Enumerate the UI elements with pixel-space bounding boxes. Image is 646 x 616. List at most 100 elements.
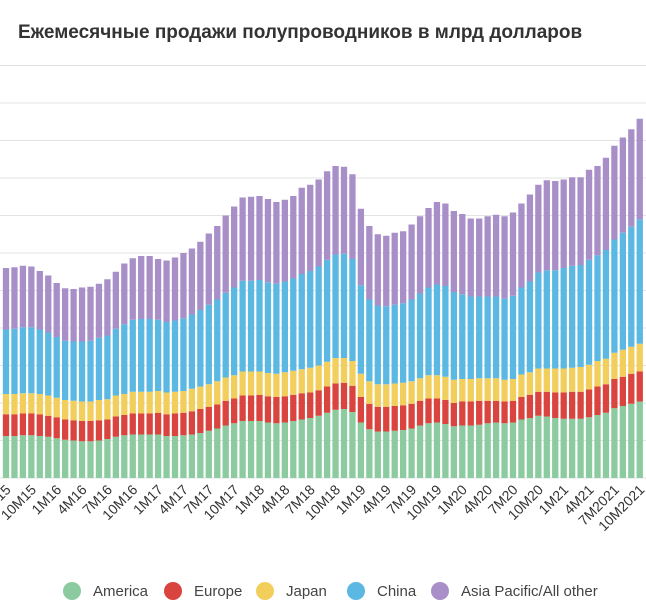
bar-segment bbox=[433, 202, 441, 285]
bar-segment bbox=[400, 430, 407, 478]
bar-segment bbox=[247, 421, 255, 478]
bar-segment bbox=[543, 391, 550, 417]
bar-segment bbox=[36, 414, 43, 436]
bar-segment bbox=[239, 280, 246, 372]
bar-segment bbox=[476, 296, 483, 379]
bar-segment bbox=[62, 419, 69, 440]
bar-segment bbox=[594, 415, 601, 478]
bar-segment bbox=[62, 439, 69, 478]
bar-segment bbox=[70, 440, 77, 478]
bar-segment bbox=[95, 283, 103, 338]
bar-segment bbox=[298, 274, 305, 370]
bar-segment bbox=[585, 364, 593, 390]
bar-segment bbox=[577, 391, 584, 419]
bar-segment bbox=[87, 340, 94, 402]
bar-segment bbox=[602, 157, 610, 250]
bar-segment bbox=[526, 194, 534, 282]
bar-segment bbox=[112, 436, 119, 478]
bar-segment bbox=[611, 408, 618, 478]
bar-segment bbox=[53, 417, 60, 439]
bar-segment bbox=[273, 202, 280, 284]
bar-segment bbox=[433, 422, 441, 478]
bar-segment bbox=[163, 392, 170, 415]
bar-segment bbox=[349, 259, 356, 361]
bar-segment bbox=[619, 232, 626, 350]
bar-segment bbox=[416, 378, 424, 401]
bar-segment bbox=[197, 386, 204, 409]
bar-segment bbox=[188, 248, 196, 315]
bar-segment bbox=[290, 421, 297, 478]
bar-segment bbox=[36, 394, 43, 415]
bar-segment bbox=[501, 401, 508, 424]
bar-segment bbox=[611, 239, 618, 353]
bar-segment bbox=[332, 254, 339, 358]
bar-segment bbox=[569, 391, 576, 419]
bar-segment bbox=[62, 400, 69, 420]
bar-segment bbox=[543, 368, 550, 392]
bar-segment bbox=[78, 421, 86, 442]
bar-segment bbox=[28, 435, 35, 478]
bar-segment bbox=[239, 197, 246, 281]
bar-segment bbox=[602, 384, 610, 413]
bar-segment bbox=[340, 382, 348, 409]
bar-segment bbox=[163, 414, 170, 436]
bar-segment bbox=[560, 418, 567, 478]
bar-segment bbox=[2, 394, 10, 415]
bar-segment bbox=[585, 389, 593, 418]
bar-segment bbox=[332, 383, 339, 410]
bar-segment bbox=[78, 341, 86, 402]
bar-segment bbox=[70, 341, 77, 401]
bar-segment bbox=[171, 391, 179, 414]
bar-segment bbox=[222, 377, 229, 401]
bar-segment bbox=[129, 391, 136, 414]
bar-segment bbox=[28, 393, 35, 414]
bar-segment bbox=[70, 400, 77, 421]
bar-segment bbox=[171, 257, 179, 321]
bar-segment bbox=[501, 216, 508, 299]
bar-segment bbox=[53, 283, 60, 337]
bar-segment bbox=[264, 282, 272, 373]
bar-segment bbox=[476, 400, 483, 425]
bar-segment bbox=[383, 431, 390, 478]
bar-segment bbox=[594, 166, 601, 256]
bar-segment bbox=[357, 422, 365, 478]
bar-segment bbox=[484, 216, 491, 297]
bar-segment bbox=[476, 424, 483, 478]
bar-segment bbox=[467, 296, 474, 379]
bar-segment bbox=[171, 436, 179, 478]
bar-segment bbox=[171, 320, 179, 392]
bar-segment bbox=[197, 310, 204, 387]
bar-segment bbox=[222, 400, 229, 426]
bar-segment bbox=[611, 145, 618, 240]
bar-segment bbox=[509, 212, 517, 296]
bar-segment bbox=[45, 415, 52, 437]
bar-segment bbox=[154, 319, 162, 391]
bar-segment bbox=[197, 433, 204, 478]
bar-segment bbox=[467, 425, 474, 478]
bar-segment bbox=[450, 426, 457, 478]
bar-segment bbox=[501, 423, 508, 478]
bar-segment bbox=[315, 415, 322, 478]
bar-segment bbox=[298, 369, 305, 394]
bar-segment bbox=[501, 379, 508, 402]
bar-segment bbox=[543, 270, 550, 369]
bar-segment bbox=[332, 409, 339, 478]
bar-segment bbox=[323, 259, 331, 362]
bar-segment bbox=[290, 278, 297, 371]
bar-segment bbox=[323, 412, 331, 478]
bar-segment bbox=[19, 435, 27, 478]
bar-segment bbox=[281, 199, 288, 282]
bar-segment bbox=[400, 303, 407, 383]
bar-segment bbox=[197, 241, 204, 310]
bar-segment bbox=[180, 412, 187, 436]
bar-segment bbox=[552, 368, 559, 393]
bar-segment bbox=[129, 434, 136, 478]
bar-segment bbox=[535, 391, 542, 416]
bar-segment bbox=[323, 386, 331, 413]
legend-label: Japan bbox=[286, 583, 327, 600]
bar-segment bbox=[349, 412, 356, 478]
bar-segment bbox=[391, 430, 398, 478]
bar-segment bbox=[323, 361, 331, 387]
bar-segment bbox=[636, 118, 643, 220]
bar-segment bbox=[28, 413, 35, 436]
